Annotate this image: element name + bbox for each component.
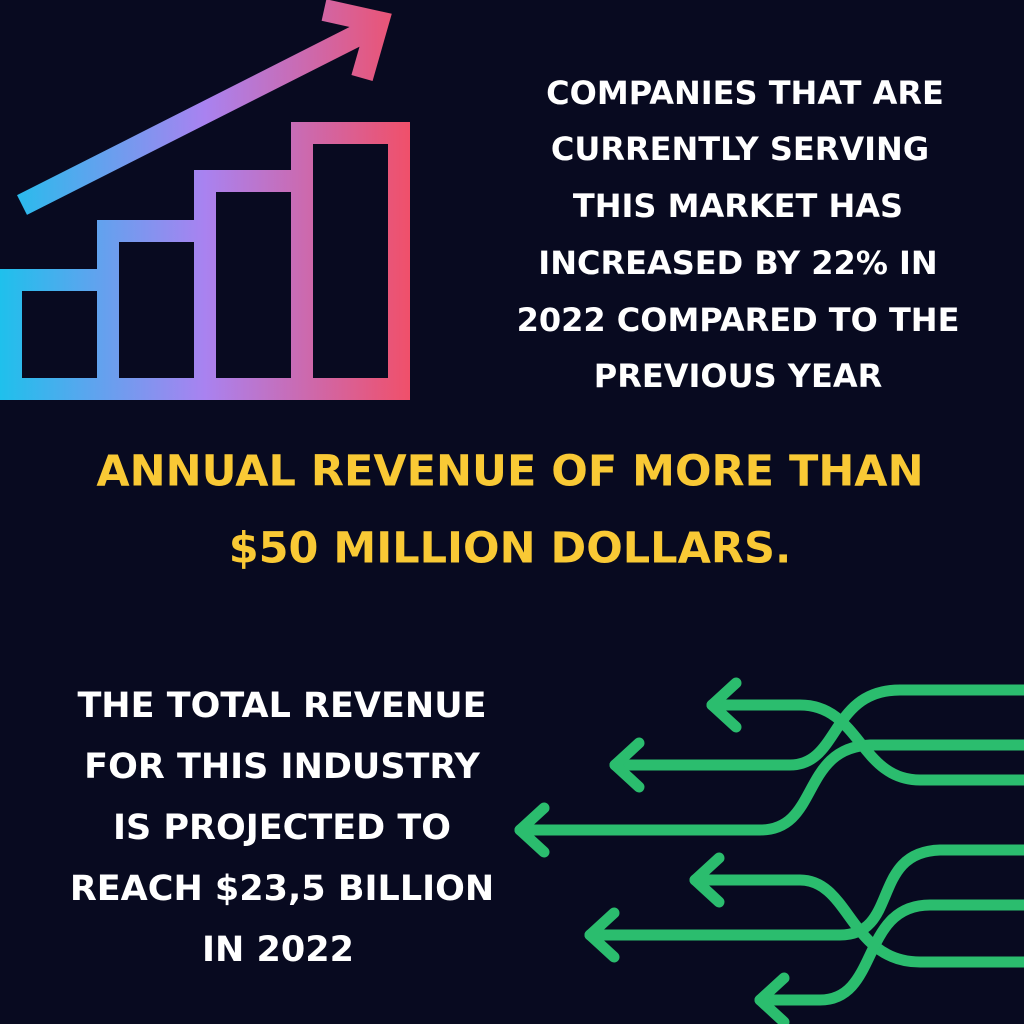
arrows-icon xyxy=(514,677,1024,1024)
headline-line: ANNUAL REVENUE OF MORE THAN xyxy=(96,447,923,497)
text-line: CURRENTLY SERVING xyxy=(551,130,929,168)
text-line: COMPANIES THAT ARE xyxy=(546,74,944,112)
text-line: FOR THIS INDUSTRY xyxy=(84,747,480,787)
text-line: PREVIOUS YEAR xyxy=(594,357,882,395)
text-line: INCREASED BY 22% IN xyxy=(538,244,937,282)
bottom-text: THE TOTAL REVENUE FOR THIS INDUSTRY IS P… xyxy=(70,686,494,970)
text-line: 2022 COMPARED TO THE xyxy=(517,301,960,339)
headline: ANNUAL REVENUE OF MORE THAN $50 MILLION … xyxy=(96,447,923,574)
growth-icon xyxy=(0,0,410,400)
text-line: REACH $23,5 BILLION xyxy=(70,869,494,909)
headline-line: $50 MILLION DOLLARS. xyxy=(229,524,792,574)
text-line: THIS MARKET HAS xyxy=(573,187,903,225)
text-line: IN 2022 xyxy=(202,930,354,970)
text-line: THE TOTAL REVENUE xyxy=(77,686,486,726)
top-text: COMPANIES THAT ARE CURRENTLY SERVING THI… xyxy=(517,74,960,395)
text-line: IS PROJECTED TO xyxy=(113,808,451,848)
